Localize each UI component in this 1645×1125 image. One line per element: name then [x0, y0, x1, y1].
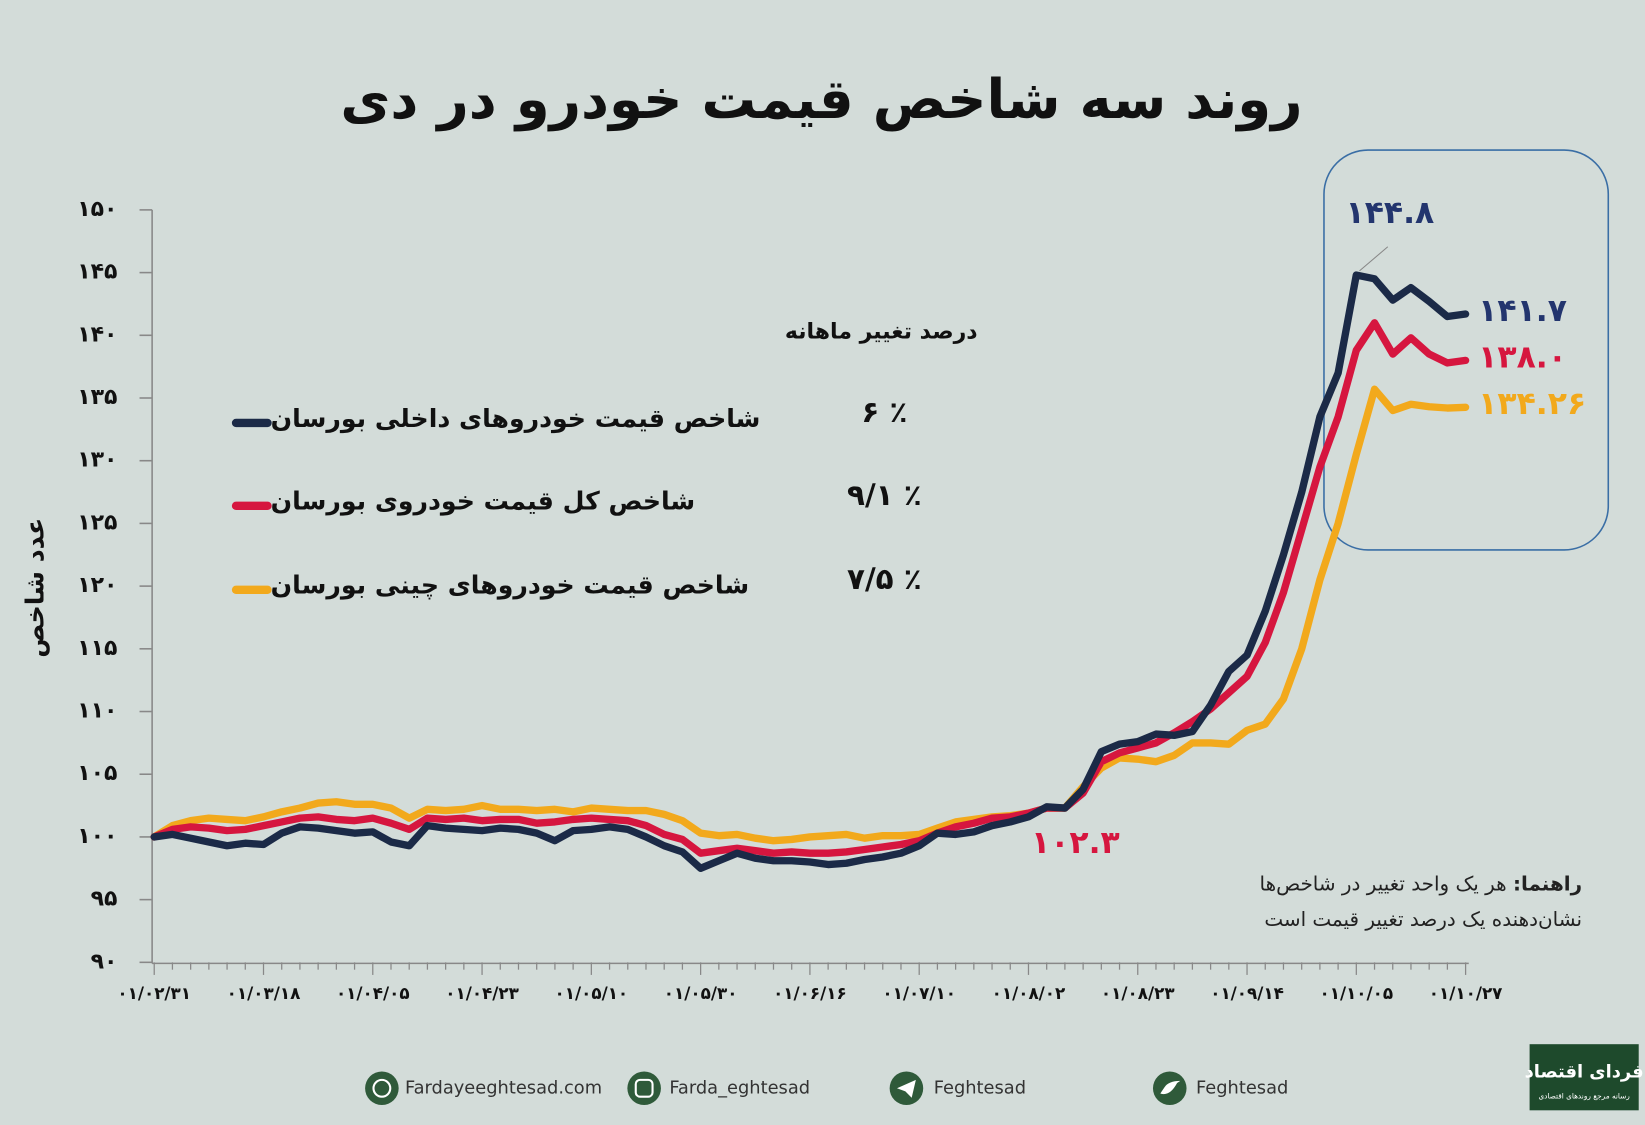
- instagram-glyph: [634, 1078, 654, 1098]
- twitter-glyph: [1160, 1080, 1181, 1095]
- y-tick-label: ۱۴۰: [77, 322, 117, 347]
- x-tick-label: ۰۱/۱۰/۰۵: [1319, 983, 1393, 1003]
- telegram-glyph: [896, 1079, 916, 1098]
- x-tick-label: ۰۱/۰۸/۲۳: [1101, 983, 1175, 1003]
- value-label: ۱۳۴.۲۶: [1478, 386, 1586, 422]
- y-tick-label: ۱۱۵: [77, 636, 117, 661]
- legend-change: ٪ ۷/۵: [847, 562, 922, 596]
- value-label: ۱۳۸.۰: [1478, 339, 1567, 375]
- logo-box: [1529, 1044, 1639, 1111]
- y-tick-label: ۱۰۵: [77, 761, 117, 786]
- x-tick-label: ۰۱/۰۲/۳۱: [117, 983, 191, 1003]
- x-tick-label: ۰۱/۱۰/۲۷: [1429, 983, 1503, 1003]
- x-tick-label: ۰۱/۰۶/۱۶: [773, 983, 847, 1003]
- series-line: [150, 319, 1470, 857]
- y-tick-label: ۱۳۵: [77, 385, 117, 410]
- y-tick-label: ۹۵: [91, 887, 118, 912]
- x-tick-label: ۰۱/۰۵/۱۰: [555, 983, 629, 1003]
- legend-change: ٪ ۶: [861, 395, 907, 429]
- website[interactable]: Fardayeeghtesad.com: [405, 1077, 602, 1098]
- web-icon-glyph: [372, 1078, 392, 1098]
- note: راهنما: هر یک واحد تغییر در شاخص‌ها نشان…: [1260, 872, 1583, 931]
- chart-title: روند سه شاخص قیمت خودرو در دی: [340, 67, 1302, 132]
- note-label: راهنما:: [1513, 872, 1582, 895]
- y-tick-label: ۱۵۰: [77, 197, 117, 222]
- logo-name: فردای اقتصاد: [1525, 1062, 1644, 1083]
- logo: فردای اقتصاد رسانه مرجع روندهای اقتصادی: [1525, 1044, 1644, 1111]
- x-tick-label: ۰۱/۰۸/۰۲: [992, 983, 1066, 1003]
- y-tick-label: ۹۰: [91, 949, 118, 974]
- instagram[interactable]: Farda_eghtesad: [669, 1077, 810, 1098]
- x-tick-label: ۰۱/۰۹/۱۴: [1210, 983, 1284, 1003]
- x-tick-label: ۰۱/۰۳/۱۸: [227, 983, 301, 1003]
- legend-label: شاخص کل قیمت خودروی بورسان: [271, 487, 696, 517]
- highlight-box: [1323, 149, 1610, 551]
- y-tick-label: ۱۰۰: [77, 824, 117, 849]
- leader-line: [1359, 246, 1389, 272]
- series-line: [150, 385, 1470, 845]
- note-text: هر یک واحد تغییر در شاخص‌ها: [1260, 872, 1507, 895]
- footer: Fardayeeghtesad.com Farda_eghtesad Feght…: [365, 1071, 1288, 1106]
- value-label: ۱۴۱.۷: [1478, 293, 1567, 329]
- instagram-icon: [627, 1071, 661, 1106]
- value-label: ۱۰۲.۳: [1031, 825, 1120, 861]
- legend-change: ٪ ۹/۱: [847, 478, 922, 512]
- legend-label: شاخص قیمت خودروهای چینی بورسان: [271, 571, 749, 601]
- twitter[interactable]: Feghtesad: [1196, 1077, 1288, 1098]
- telegram[interactable]: Feghtesad: [934, 1077, 1026, 1098]
- x-tick-label: ۰۱/۰۴/۲۳: [445, 983, 519, 1003]
- y-tick-label: ۱۲۰: [77, 573, 117, 598]
- series-line: [150, 271, 1470, 872]
- note-line: نشان‌دهنده یک درصد تغییر قیمت است: [1264, 908, 1582, 931]
- note-line: راهنما: هر یک واحد تغییر در شاخص‌ها: [1260, 872, 1583, 895]
- web-icon: [365, 1071, 399, 1106]
- y-tick-label: ۱۳۰: [77, 448, 117, 473]
- x-tick-label: ۰۱/۰۵/۳۰: [664, 983, 738, 1003]
- x-tick-label: ۰۱/۰۷/۱۰: [882, 983, 956, 1003]
- x-tick-label: ۰۱/۰۴/۰۵: [336, 983, 410, 1003]
- y-tick-label: ۱۱۰: [77, 699, 117, 724]
- value-label: ۱۴۴.۸: [1346, 195, 1435, 231]
- legend-title: درصد تغییر ماهانه: [785, 320, 978, 345]
- y-axis-title: عدد شاخص: [21, 518, 51, 658]
- y-tick-label: ۱۲۵: [77, 510, 117, 535]
- logo-tagline: رسانه مرجع روندهای اقتصادی: [1538, 1092, 1630, 1101]
- legend-label: شاخص قیمت خودروهای داخلی بورسان: [271, 404, 761, 434]
- y-tick-label: ۱۴۵: [77, 260, 117, 285]
